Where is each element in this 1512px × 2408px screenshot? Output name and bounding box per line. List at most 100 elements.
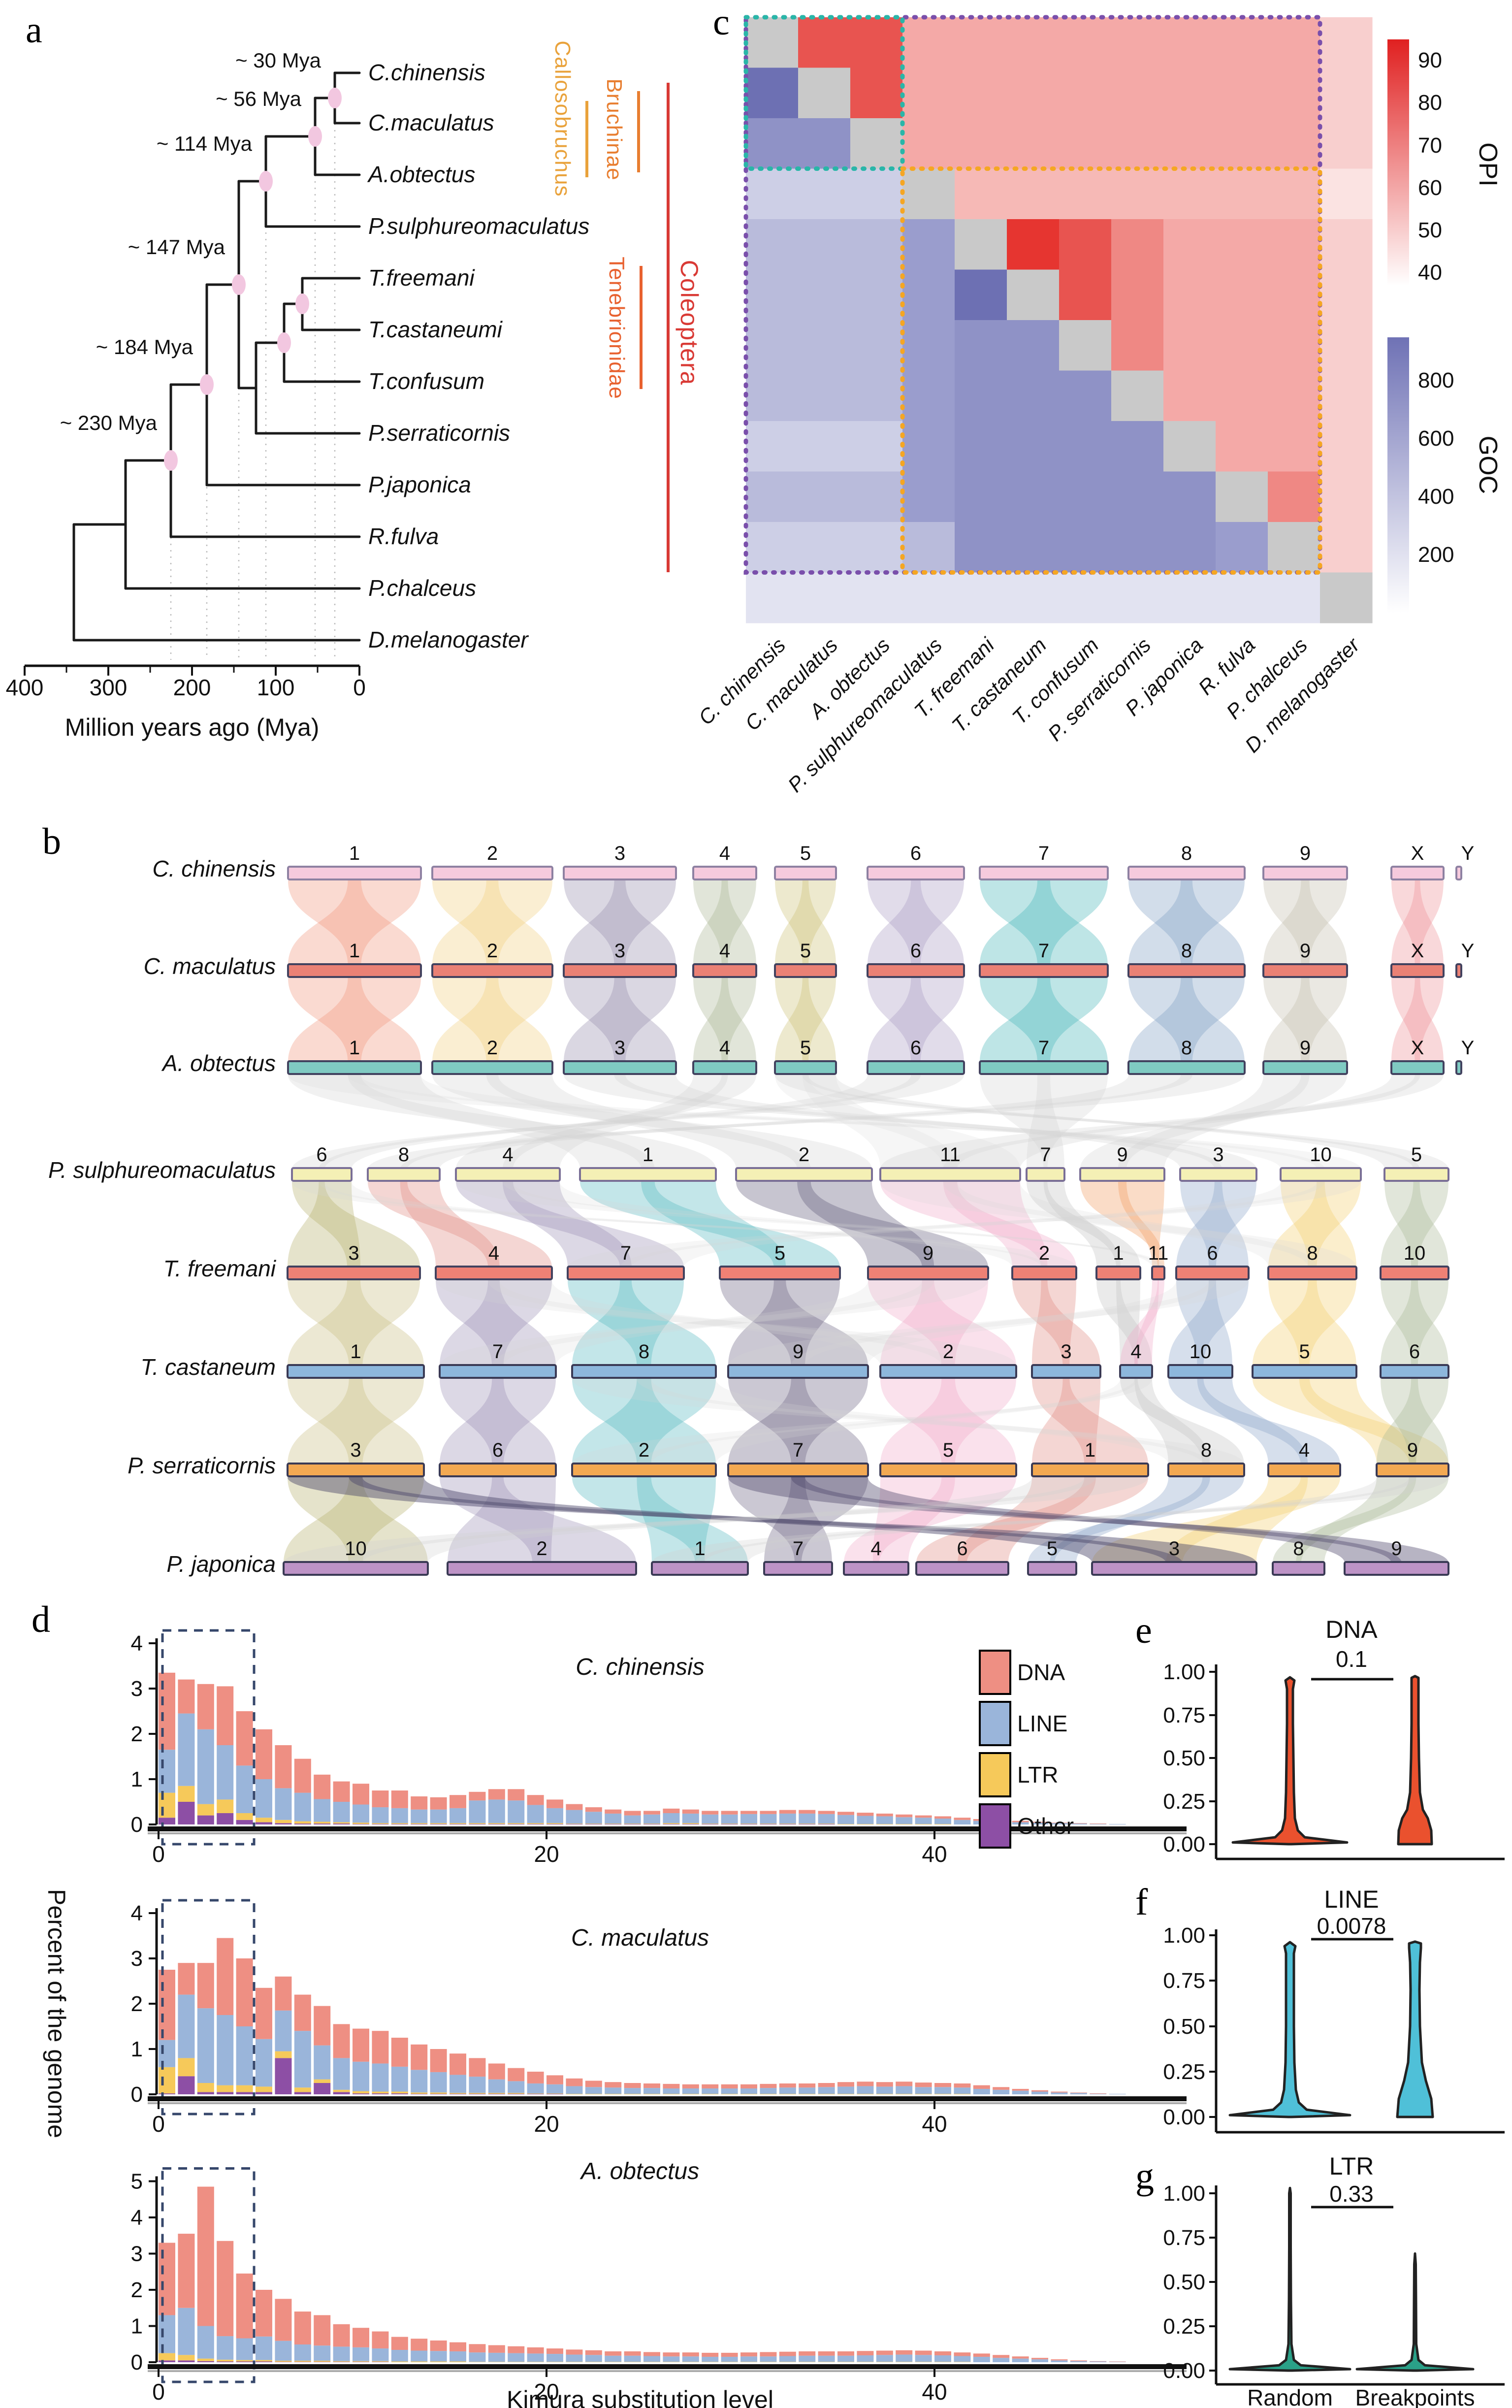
synteny-ribbon (564, 880, 676, 965)
synteny-ribbon (1263, 880, 1347, 965)
violin-y-tick-label: 0.00 (1163, 2105, 1205, 2129)
synteny-ribbon (1128, 978, 1245, 1062)
heatmap-cell (955, 269, 1007, 321)
hist-bar-segment (1051, 2091, 1068, 2093)
hist-bar-segment (799, 2087, 816, 2094)
synteny-ribbon (1168, 1280, 1249, 1366)
goc-colorbar-tick: 600 (1418, 426, 1454, 451)
heatmap-cell (902, 370, 955, 422)
heatmap-cell (1111, 219, 1164, 270)
hist-bar-segment (721, 2356, 738, 2362)
synteny-ribbon (916, 1477, 1148, 1563)
chromosome-bar (1455, 963, 1462, 978)
hist-bar-segment (217, 2085, 234, 2092)
synteny-ribbon (1391, 880, 1444, 965)
chromosome-bar (1167, 1364, 1233, 1379)
synteny-ribbon (368, 1075, 1245, 1169)
synteny-ribbon (652, 1477, 1448, 1563)
heatmap-cell (1268, 471, 1320, 522)
synteny-ribbon (319, 1075, 921, 1169)
synteny-ribbon (1296, 1477, 1416, 1563)
synteny-ribbon (728, 1280, 840, 1366)
heatmap-cell (1268, 572, 1320, 623)
hist-bar-segment (159, 2040, 175, 2067)
hist-x-tick-label: 40 (922, 2111, 947, 2137)
chromosome-number: 6 (910, 843, 921, 864)
chromosome-number: 9 (1407, 1439, 1418, 1461)
chromosome-number: 2 (487, 1037, 498, 1059)
hist-bar-segment (197, 1815, 214, 1824)
heatmap-cell (955, 118, 1007, 169)
hist-bar-segment (663, 1808, 680, 1813)
hist-bar-segment (663, 2352, 680, 2357)
hist-bar-segment (197, 2358, 214, 2361)
chromosome-number: 8 (1201, 1439, 1212, 1461)
hist-bar-segment (333, 2089, 350, 2092)
hist-bar-segment (159, 2315, 175, 2353)
heatmap-cell (1007, 118, 1060, 169)
hist-bar-segment (682, 2352, 699, 2357)
chromosome-bar (727, 1364, 869, 1379)
hist-bar-segment (1012, 1822, 1029, 1824)
synteny-ribbon (1268, 1182, 1361, 1268)
hist-bar-segment (993, 2358, 1010, 2362)
tree-tip-label: T.confusum (368, 368, 484, 394)
synteny-ribbon (1050, 1477, 1210, 1563)
synteny-ribbon (693, 978, 756, 1062)
hist-bar-segment (702, 2088, 719, 2094)
hist-bar-segment (527, 2347, 544, 2354)
hist-bar-segment (294, 2087, 311, 2092)
synteny-ribbon (980, 1075, 1064, 1169)
synteny-ribbon (456, 1182, 684, 1268)
hist-bar-segment (469, 2093, 486, 2094)
synteny-ribbon (775, 880, 836, 965)
hist-bar-segment (391, 1790, 408, 1808)
heatmap-cell (850, 67, 903, 119)
chromosome-number: 7 (1038, 843, 1049, 864)
heatmap-cell (1163, 17, 1216, 68)
heatmap-cell (798, 168, 851, 220)
chromosome-bar (1095, 1266, 1141, 1280)
hist-bar-segment (275, 1823, 292, 1824)
chromosome-bar (1380, 1364, 1449, 1379)
hist-bar-segment (217, 2092, 234, 2094)
chromosome-number: 10 (345, 1538, 367, 1560)
synteny-ribbon (432, 978, 552, 1062)
chromosome-bar (571, 1463, 717, 1477)
chromosome-bar (1390, 1060, 1445, 1075)
hist-bar-segment (294, 2311, 311, 2344)
hist-bar-segment (663, 1823, 680, 1824)
hist-bar-segment (217, 2015, 234, 2085)
opi-colorbar-tick: 50 (1418, 218, 1442, 242)
chromosome-bar (1344, 1561, 1449, 1576)
hist-bar-segment (760, 2356, 777, 2362)
hist-bar-segment (896, 1817, 913, 1824)
hist-bar-segment (527, 2093, 544, 2094)
hist-bar-segment (1012, 2088, 1029, 2091)
chromosome-bar (867, 963, 965, 978)
tree-tip-label: D.melanogaster (368, 627, 529, 652)
hist-bar-segment (721, 1823, 738, 1824)
violin-shape (1228, 1941, 1351, 2118)
synteny-ribbon (693, 978, 756, 1062)
heatmap-cell (902, 269, 955, 321)
synteny-ribbon (1381, 1280, 1448, 1366)
heatmap-cell (1320, 219, 1373, 270)
heatmap-cell (1320, 269, 1373, 321)
hist-bar-segment (178, 2355, 195, 2361)
violin-y-tick-label: 1.00 (1163, 1660, 1205, 1684)
hist-bar-segment (450, 2093, 466, 2094)
chromosome-number: 4 (719, 940, 730, 962)
heatmap-cell (798, 421, 851, 472)
panel-g-letter: g (1135, 2155, 1154, 2197)
hist-bar-segment (294, 1821, 311, 1824)
violin-y-tick-label: 0.00 (1163, 2359, 1205, 2383)
hist-bar-segment (915, 2355, 932, 2362)
heatmap-cell (1111, 17, 1164, 68)
hist-bar-segment (236, 1820, 253, 1824)
heatmap-cell (850, 17, 903, 68)
heatmap-cell (1111, 269, 1164, 321)
hist-bar-segment (450, 2351, 466, 2362)
synteny-ribbon (288, 1075, 1361, 1169)
